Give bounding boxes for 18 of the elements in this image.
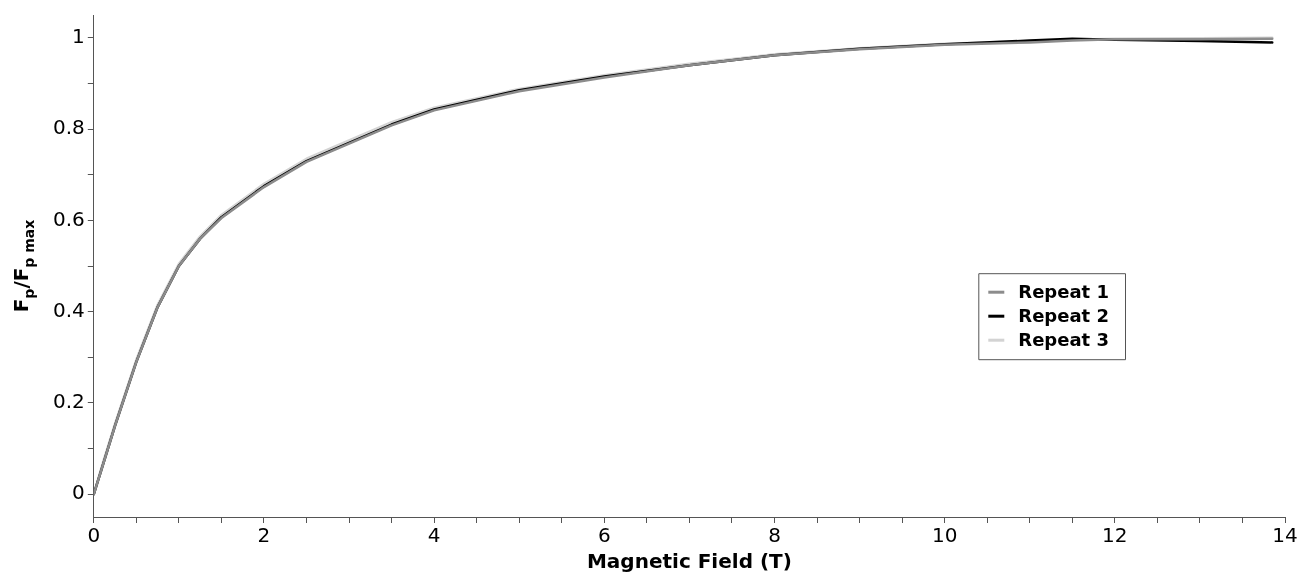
- x-tick-label: 10: [931, 523, 958, 548]
- x-tick-label: 4: [427, 523, 441, 548]
- legend-label: Repeat 1: [1018, 280, 1109, 302]
- x-tick-label: 12: [1102, 523, 1128, 548]
- x-axis-title: Magnetic Field (T): [586, 549, 792, 574]
- x-tick-label: 14: [1272, 523, 1298, 548]
- y-axis-title: Fp/Fp max: [9, 219, 37, 313]
- y-tick-label: 1: [72, 24, 85, 49]
- legend-label: Repeat 3: [1018, 328, 1109, 350]
- legend-label: Repeat 2: [1018, 304, 1109, 326]
- y-tick-label: 0: [72, 480, 85, 505]
- y-tick-label: 0.8: [52, 115, 85, 140]
- y-tick-label: 0.4: [52, 297, 85, 322]
- x-tick-label: 6: [597, 523, 611, 548]
- y-tick-label: 0.2: [52, 389, 85, 414]
- x-tick-label: 2: [257, 523, 271, 548]
- y-tick-label: 0.6: [52, 206, 85, 231]
- x-tick-label: 8: [768, 523, 781, 548]
